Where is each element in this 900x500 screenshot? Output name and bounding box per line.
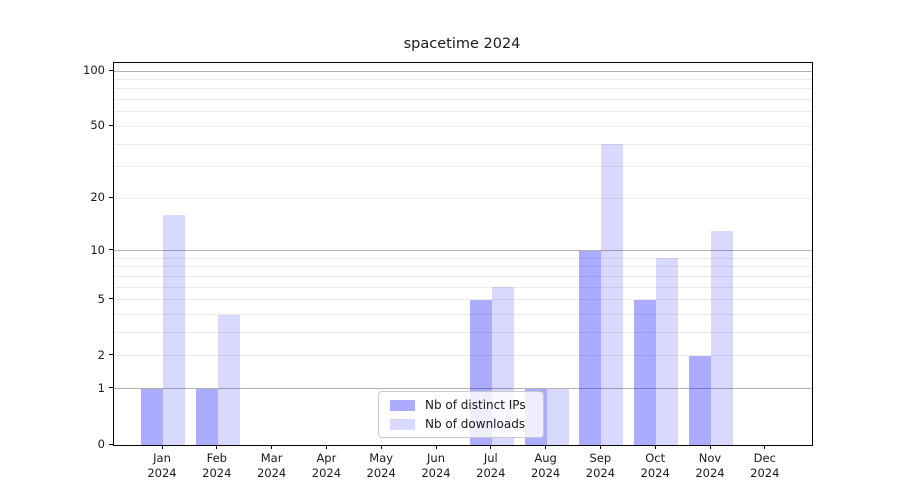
y-tick-label: 5 bbox=[97, 291, 105, 306]
bar-nb-of-downloads-feb-2024 bbox=[217, 314, 240, 445]
gridline-minor bbox=[114, 286, 812, 288]
gridline-minor bbox=[114, 355, 812, 357]
x-tick-label: May 2024 bbox=[366, 451, 396, 480]
y-tick-label: 0 bbox=[97, 437, 105, 451]
gridline-minor bbox=[114, 266, 812, 268]
x-tick-label: Jun 2024 bbox=[421, 451, 451, 480]
x-tick-label: Sep 2024 bbox=[585, 451, 616, 480]
x-tick-label: Jan 2024 bbox=[147, 451, 177, 480]
gridline-minor bbox=[114, 143, 812, 145]
legend-swatch-downloads bbox=[390, 418, 415, 430]
x-tick-mark bbox=[435, 445, 437, 449]
x-tick-mark bbox=[599, 445, 601, 449]
y-tick-mark bbox=[109, 124, 113, 126]
gridline-minor bbox=[114, 314, 812, 316]
legend-item-distinct-ips: Nb of distinct IPs bbox=[386, 398, 536, 412]
x-tick-mark bbox=[325, 445, 327, 449]
legend-label: Nb of downloads bbox=[425, 417, 526, 431]
gridline-major bbox=[114, 70, 812, 72]
gridline-major bbox=[114, 388, 812, 390]
bar-nb-of-distinct-ips-feb-2024 bbox=[195, 388, 218, 445]
y-tick-mark bbox=[109, 249, 113, 251]
y-tick-mark bbox=[109, 354, 113, 356]
gridline-minor bbox=[114, 197, 812, 199]
plot-area bbox=[113, 62, 813, 446]
gridline-minor bbox=[114, 88, 812, 90]
gridline-minor bbox=[114, 111, 812, 113]
y-tick-label: 20 bbox=[90, 190, 105, 205]
x-tick-mark bbox=[654, 445, 656, 449]
bar-nb-of-downloads-sep-2024 bbox=[601, 144, 624, 445]
y-tick-label: 1 bbox=[97, 380, 105, 395]
gridline-minor bbox=[114, 332, 812, 334]
y-tick-label: 100 bbox=[83, 63, 105, 77]
y-tick-mark bbox=[109, 196, 113, 198]
gridline-minor bbox=[114, 99, 812, 101]
y-tick-mark bbox=[109, 69, 113, 71]
legend-item-downloads: Nb of downloads bbox=[386, 417, 536, 431]
x-tick-label: Dec 2024 bbox=[750, 451, 780, 480]
chart-title: spacetime 2024 bbox=[403, 36, 521, 52]
bar-nb-of-distinct-ips-jan-2024 bbox=[141, 388, 163, 445]
x-tick-mark bbox=[216, 445, 218, 449]
bar-nb-of-downloads-nov-2024 bbox=[711, 231, 733, 445]
gridline-minor bbox=[114, 299, 812, 301]
x-tick-label: Feb 2024 bbox=[202, 451, 232, 480]
x-tick-label: Oct 2024 bbox=[640, 451, 670, 480]
x-tick-label: Mar 2024 bbox=[256, 451, 287, 480]
gridline-minor bbox=[114, 275, 812, 277]
bar-nb-of-downloads-oct-2024 bbox=[656, 258, 679, 445]
x-tick-label: Apr 2024 bbox=[311, 451, 342, 480]
y-tick-label: 50 bbox=[90, 118, 105, 133]
x-tick-label: Jul 2024 bbox=[476, 451, 506, 480]
y-tick-label: 2 bbox=[97, 347, 105, 362]
x-tick-mark bbox=[380, 445, 382, 449]
bar-nb-of-distinct-ips-sep-2024 bbox=[579, 250, 602, 445]
gridline-minor bbox=[114, 125, 812, 127]
y-tick-mark bbox=[109, 443, 113, 445]
x-tick-label: Nov 2024 bbox=[695, 451, 725, 480]
legend-label: Nb of distinct IPs bbox=[425, 398, 526, 412]
x-tick-mark bbox=[764, 445, 766, 449]
legend: Nb of distinct IPs Nb of downloads bbox=[378, 391, 544, 438]
gridline-minor bbox=[114, 166, 812, 168]
bar-nb-of-downloads-jan-2024 bbox=[163, 215, 185, 445]
bar-nb-of-distinct-ips-nov-2024 bbox=[689, 355, 711, 445]
x-tick-mark bbox=[161, 445, 163, 449]
x-tick-mark bbox=[545, 445, 547, 449]
x-tick-mark bbox=[709, 445, 711, 449]
bar-nb-of-distinct-ips-oct-2024 bbox=[634, 299, 657, 445]
y-tick-mark bbox=[109, 387, 113, 389]
y-tick-label: 10 bbox=[90, 242, 105, 257]
bar-nb-of-downloads-aug-2024 bbox=[546, 388, 569, 445]
x-tick-label: Aug 2024 bbox=[530, 451, 561, 480]
gridline-minor bbox=[114, 78, 812, 80]
x-tick-mark bbox=[490, 445, 492, 449]
y-tick-mark bbox=[109, 298, 113, 300]
gridline-minor bbox=[114, 257, 812, 259]
gridline-major bbox=[114, 250, 812, 252]
legend-swatch-distinct-ips bbox=[390, 399, 415, 411]
x-tick-mark bbox=[271, 445, 273, 449]
